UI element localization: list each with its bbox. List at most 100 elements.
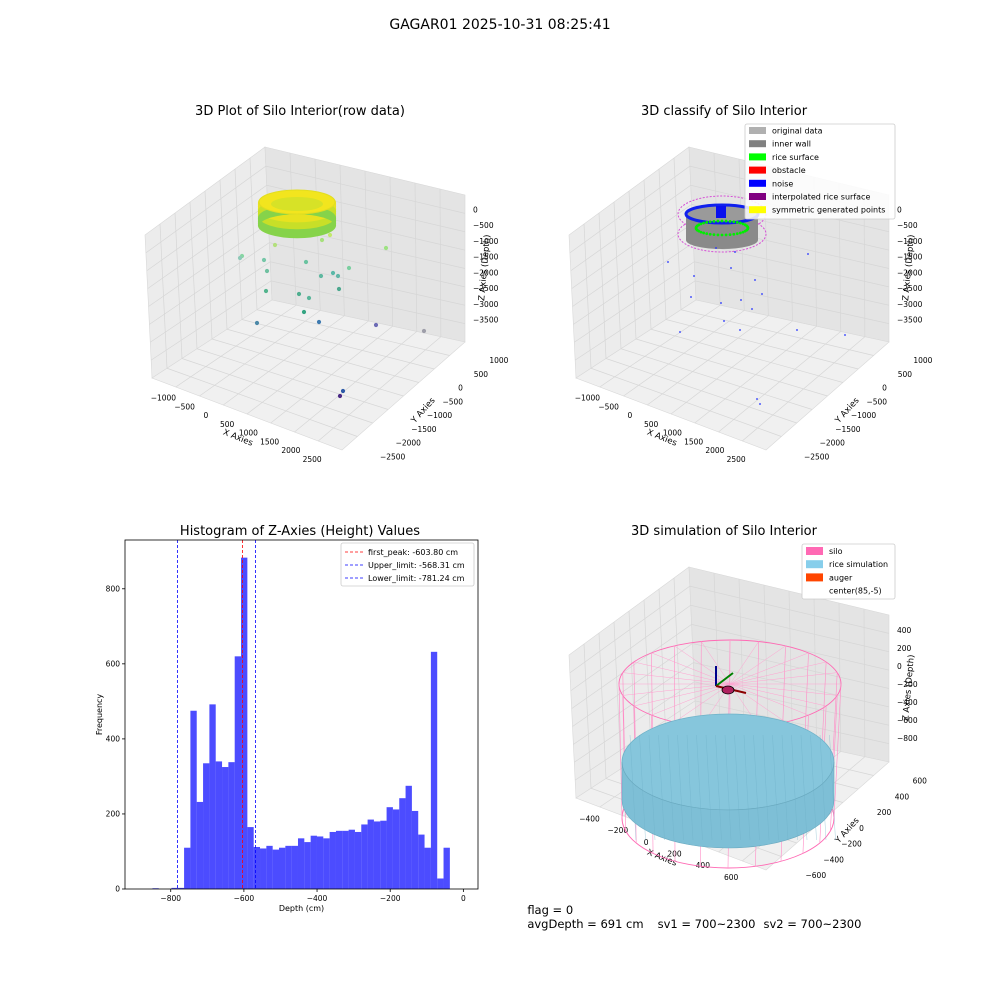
- rice-surface-side: [621, 761, 835, 849]
- silo-roof-line: [633, 661, 731, 685]
- classify-noise-point: [796, 329, 798, 331]
- rice-mesh-line: [629, 734, 637, 841]
- raw-point: [346, 265, 352, 271]
- classify-grid: [680, 309, 874, 356]
- classify-noise-point: [740, 299, 742, 301]
- rice-mesh-line: [791, 734, 798, 841]
- sim-ytick: 400: [895, 792, 910, 801]
- sim-xtick: 200: [667, 850, 682, 859]
- sim-grid: [574, 681, 890, 763]
- classify-rice-point: [728, 233, 732, 237]
- classify-xtick: 500: [644, 420, 659, 429]
- raw-point: [306, 295, 312, 301]
- histogram-bar: [279, 847, 286, 889]
- classify-ytick: −500: [866, 397, 887, 406]
- raw-point: [237, 255, 243, 261]
- histogram-ylabel: Frequency: [95, 694, 104, 736]
- classify-noise-point: [844, 334, 846, 336]
- classify-grid: [658, 168, 667, 320]
- sim-grid: [863, 608, 866, 757]
- classify-pane-2: [575, 299, 890, 451]
- raw-point: [261, 257, 267, 263]
- classify-plot-title: 3D classify of Silo Interior: [640, 104, 808, 119]
- raw-ytick: −500: [442, 397, 463, 406]
- raw-ztick: −2500: [473, 284, 499, 293]
- histogram-title: Histogram of Z-Axies (Height) Values: [179, 524, 421, 539]
- rice-mesh-line: [753, 734, 760, 841]
- histogram-bar: [373, 821, 381, 889]
- histogram-bar: [361, 824, 368, 889]
- raw-grid: [145, 165, 466, 254]
- raw-grid: [241, 319, 435, 370]
- raw-point: [296, 291, 302, 297]
- rice-mesh-line: [658, 734, 665, 841]
- classify-grid: [718, 331, 841, 433]
- histogram-bar: [386, 807, 393, 889]
- classify-noise-point: [690, 296, 692, 298]
- sim-grid: [572, 643, 890, 727]
- sim-ztick: −600: [897, 716, 918, 725]
- sim-ztick: 200: [897, 644, 912, 653]
- classify-ztick: −500: [897, 221, 918, 230]
- histogram-bar: [399, 798, 406, 889]
- histogram-plot: [122, 539, 479, 892]
- histogram-bar: [234, 656, 242, 889]
- classify-grid: [571, 203, 890, 289]
- classify-legend-label: inner wall: [772, 140, 811, 149]
- classify-rice-point: [735, 232, 739, 236]
- classify-legend-swatch: [749, 206, 766, 214]
- classify-noise-point: [693, 275, 695, 277]
- classify-ytick: −1000: [851, 411, 877, 420]
- raw-grid: [150, 261, 466, 343]
- rice-mesh-line: [762, 734, 770, 841]
- classify-ztick: 0: [897, 205, 902, 214]
- rice-mesh-line: [819, 734, 827, 841]
- classify-grid: [643, 179, 652, 330]
- classify-rice-point: [699, 230, 703, 234]
- classify-rice-point: [741, 230, 745, 234]
- sim-ytick: −600: [806, 871, 827, 880]
- classify-point-cloud: [667, 195, 846, 405]
- classify-ztick: −3000: [897, 300, 923, 309]
- classify-legend-label: rice surface: [772, 153, 819, 162]
- raw-point: [421, 328, 427, 334]
- raw-point: [373, 322, 379, 328]
- raw-grid: [149, 242, 466, 325]
- classify-rice-point: [732, 232, 736, 236]
- rice-mesh-line: [781, 734, 789, 841]
- histogram-ytick-label: 400: [106, 734, 121, 743]
- rice-mesh-line: [810, 734, 817, 841]
- classify-noise-point: [734, 251, 736, 253]
- raw-xtick: −500: [174, 402, 195, 411]
- classify-noise-point: [730, 267, 732, 269]
- sv2-text: sv2 = 700~2300: [763, 917, 862, 931]
- classify-ytick: −2500: [804, 452, 830, 461]
- sim-ztick: −200: [897, 680, 918, 689]
- classify-noise-point: [720, 302, 722, 304]
- histogram-bar: [310, 835, 317, 889]
- classify-rice-point: [720, 233, 724, 237]
- histogram-bar: [405, 785, 412, 889]
- raw-point: [264, 268, 270, 274]
- classify-rice-point: [708, 232, 712, 236]
- classify-xtick: −500: [598, 402, 619, 411]
- raw-point: [301, 309, 307, 315]
- classify-ztick: −1500: [897, 253, 923, 262]
- classify-ztick: −2000: [897, 268, 923, 277]
- silo-roof-line: [633, 683, 731, 707]
- classify-rice-point: [735, 220, 739, 224]
- simulation-legend-swatch: [806, 547, 823, 555]
- classify-noise-point: [761, 293, 763, 295]
- simulation-legend-box: [801, 543, 896, 600]
- raw-point: [254, 320, 260, 326]
- histogram-bar: [272, 849, 280, 889]
- raw-point-cloud: [237, 189, 427, 399]
- classify-noise-point: [723, 320, 725, 322]
- raw-point: [263, 288, 269, 294]
- raw-grid: [414, 182, 418, 332]
- classify-grid: [673, 157, 682, 310]
- histogram-bar: [203, 763, 210, 889]
- classify-rice-point: [728, 219, 732, 223]
- histogram-bar: [430, 651, 438, 889]
